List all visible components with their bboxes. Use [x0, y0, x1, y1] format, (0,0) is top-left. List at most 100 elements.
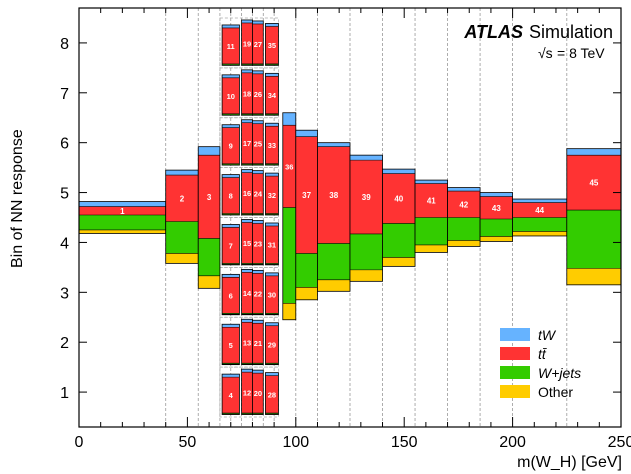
bin-38-ttbar	[317, 146, 350, 244]
bin-32-wjets	[265, 213, 279, 215]
bin-label: 23	[254, 239, 262, 248]
bin-label: 22	[254, 289, 262, 298]
bin-2-wjets	[165, 221, 199, 254]
bin-label: 30	[268, 291, 276, 300]
bin-34-wjets	[265, 113, 279, 115]
bin-3-other	[198, 275, 220, 289]
bin-31-outline	[265, 222, 279, 266]
bin-25-tw	[252, 120, 264, 124]
x-tick-label: 100	[282, 434, 309, 451]
bin-4: 4	[221, 373, 240, 415]
bin-14: 14	[241, 268, 253, 316]
bin-27-ttbar	[252, 23, 264, 64]
bin-21: 21	[252, 319, 264, 366]
bin-24-wjets	[252, 213, 264, 215]
bin-40-tw	[382, 169, 416, 174]
bin-11: 11	[221, 24, 240, 66]
bin-39-tw	[350, 155, 383, 161]
y-tick-label: 3	[60, 285, 69, 302]
bin-17-tw	[241, 119, 253, 123]
bin-label: 3	[207, 193, 212, 202]
legend-swatch-ttbar	[500, 347, 530, 360]
row-box-2	[219, 316, 279, 368]
bin-10: 10	[221, 74, 240, 116]
experiment-label: ATLAS	[463, 22, 523, 42]
bin-7: 7	[221, 224, 240, 266]
bin-23-wjets	[252, 263, 264, 265]
bin-28-ttbar	[265, 375, 279, 414]
bin-3-outline	[197, 146, 221, 289]
row-box-3	[219, 267, 279, 318]
y-tick-label: 5	[60, 186, 69, 203]
bin-26-ttbar	[252, 73, 264, 114]
bin-1-other	[79, 229, 166, 234]
bin-40: 40	[382, 168, 416, 267]
bin-25-outline	[252, 120, 264, 166]
bin-31-tw	[265, 222, 279, 226]
bin-15-tw	[241, 219, 253, 223]
bin-45-wjets	[566, 210, 621, 269]
bin-11-outline	[221, 24, 240, 66]
x-tick-label: 50	[179, 434, 197, 451]
bin-35-tw	[265, 23, 279, 27]
bin-35-wjets	[265, 63, 279, 65]
bin-17-wjets	[241, 163, 253, 165]
bin-28-tw	[265, 372, 279, 376]
bin-34-outline	[265, 72, 279, 116]
bin-29-ttbar	[265, 325, 279, 364]
bin-44: 44	[512, 198, 568, 237]
bin-10-wjets	[222, 113, 240, 115]
bin-34: 34	[265, 72, 279, 116]
bin-16: 16	[241, 169, 253, 216]
bin-45-other	[566, 268, 621, 285]
bin-24: 24	[252, 170, 264, 216]
bin-38-wjets	[317, 243, 350, 280]
bin-6: 6	[221, 273, 240, 316]
bin-label: 19	[243, 39, 251, 48]
bin-38-tw	[317, 142, 350, 147]
bin-label: 25	[254, 140, 262, 149]
bin-27-wjets	[252, 63, 264, 65]
bin-27-tw	[252, 20, 264, 24]
bin-20-tw	[252, 370, 264, 374]
bin-label: 29	[268, 340, 276, 349]
bin-25: 25	[252, 120, 264, 166]
bin-2-ttbar	[165, 175, 199, 222]
bin-27-outline	[252, 20, 264, 66]
bin-label: 33	[268, 141, 276, 150]
row-box-7	[219, 67, 279, 119]
bin-37-tw	[295, 130, 318, 137]
bin-37-ttbar	[295, 136, 318, 254]
bin-label: 16	[243, 189, 251, 198]
bin-33: 33	[265, 122, 279, 166]
x-axis-title: m(W_H) [GeV]	[517, 454, 622, 471]
x-tick-label: 150	[391, 434, 418, 451]
bin-43: 43	[479, 192, 513, 242]
bin-label: 1	[120, 207, 125, 216]
bin-44-other	[512, 231, 567, 236]
bin-16-ttbar	[241, 172, 253, 214]
bin-44-tw	[512, 199, 567, 203]
bin-42-other	[447, 240, 481, 247]
bin-18-tw	[241, 69, 253, 73]
bin-7-wjets	[222, 263, 240, 265]
bin-33-outline	[265, 122, 279, 166]
bin-label: 9	[229, 142, 233, 151]
bin-label: 37	[302, 191, 311, 200]
bin-37-other	[295, 287, 318, 300]
bin-3-ttbar	[198, 155, 220, 239]
bin-label: 11	[227, 42, 235, 51]
bin-22-wjets	[252, 313, 264, 315]
bin-26-outline	[252, 70, 264, 116]
bin-17-ttbar	[241, 122, 253, 164]
bin-30-tw	[265, 272, 279, 276]
bin-9-tw	[222, 124, 240, 128]
bin-20: 20	[252, 369, 264, 415]
bin-label: 32	[268, 191, 276, 200]
bin-3-tw	[198, 146, 220, 156]
bin-30-ttbar	[265, 275, 279, 314]
bin-9: 9	[221, 124, 240, 166]
bin-24-ttbar	[252, 173, 264, 214]
